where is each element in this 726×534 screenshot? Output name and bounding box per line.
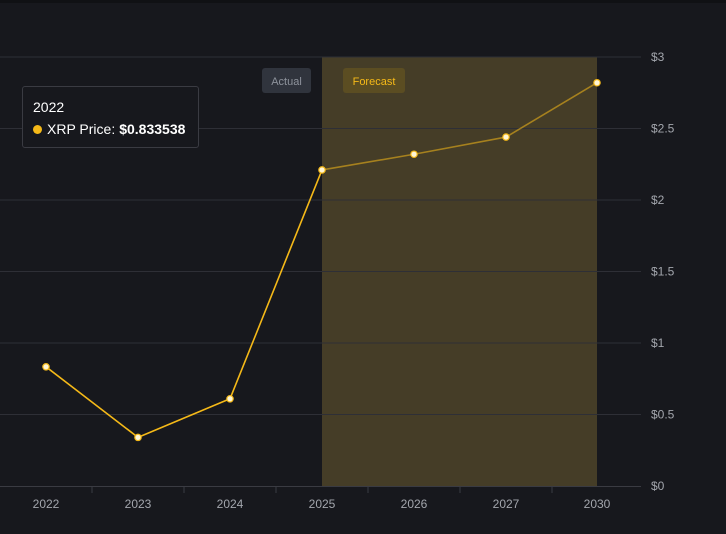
top-border [0,0,726,3]
forecast-badge: Forecast [343,68,405,93]
x-tick-label: 2026 [401,497,428,511]
y-tick-label: $0.5 [651,408,675,422]
forecast-badge-bg [343,68,405,93]
tooltip-year: 2022 [33,99,65,115]
forecast-badge-label: Forecast [353,76,396,88]
x-tick-label: 2027 [493,497,520,511]
chart-tooltip: 2022 XRP Price: $0.833538 [22,86,199,148]
data-point-2026 [410,150,418,159]
series-dot-icon [33,124,42,134]
y-tick-label: $0 [651,479,665,493]
actual-badge: Actual [262,68,311,93]
actual-badge-label: Actual [271,76,302,88]
tooltip-series-label: XRP Price: [47,121,116,137]
y-tick-label: $1 [651,336,665,350]
data-point-2025 [318,166,326,174]
series-line-forecast [321,82,598,171]
x-tick-label: 2022 [33,497,60,511]
actual-badge-bg [262,68,311,93]
data-point-2027 [502,133,510,141]
y-tick-label: $3 [651,50,665,64]
x-tick-label: 2024 [217,497,244,511]
data-point-2024 [226,394,234,403]
data-point-2023 [134,433,142,442]
x-tick-label: 2023 [125,497,152,511]
x-tick-label: 2025 [309,497,336,511]
y-tick-label: $2 [651,193,665,207]
tooltip-value: $0.833538 [119,121,186,137]
data-point-2030 [593,78,601,87]
y-tick-label: $1.5 [651,265,675,279]
tooltip-row: XRP Price: $0.833538 [33,121,185,137]
series-line-actual [45,169,323,439]
y-tick-label: $2.5 [651,122,675,136]
x-tick-label: 2030 [584,497,611,511]
data-point-2022 [42,363,50,371]
